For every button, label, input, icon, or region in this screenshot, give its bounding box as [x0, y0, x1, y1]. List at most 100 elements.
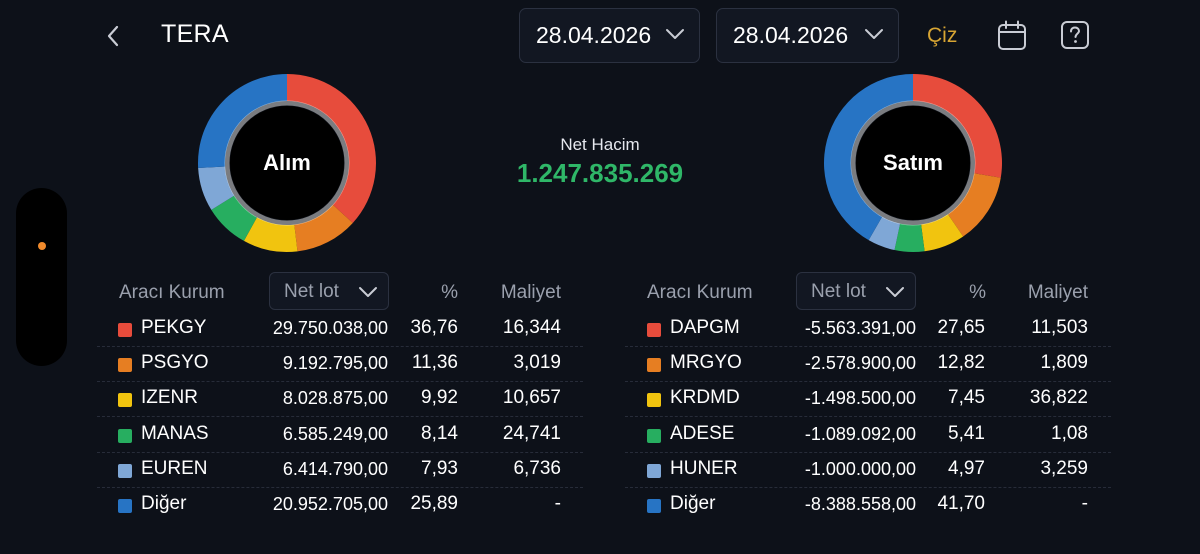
chevron-left-icon[interactable] [100, 22, 128, 50]
end-date-select[interactable]: 28.04.2026 [716, 8, 899, 63]
broker-name: EUREN [141, 457, 208, 479]
cost-value: 10,657 [502, 387, 561, 409]
sell-cost-header: Maliyet [1027, 282, 1088, 303]
color-swatch [118, 463, 132, 478]
sell-donut-slice-2 [921, 214, 964, 252]
net-lot-value: -1.498.500,00 [804, 388, 916, 409]
net-lot-value: -8.388.558,00 [804, 494, 916, 514]
net-lot-value: 6.585.249,00 [282, 423, 388, 444]
row-divider [625, 346, 1111, 347]
net-lot-value: -1.000.000,00 [804, 458, 916, 479]
row-divider [97, 451, 583, 453]
color-swatch [118, 323, 132, 337]
color-swatch [647, 358, 661, 373]
buy-donut-slice-0 [287, 74, 377, 223]
color-swatch [118, 358, 132, 373]
buy-lot-select[interactable]: Net lot [269, 272, 389, 310]
broker-name: HUNER [670, 457, 738, 479]
percent-value: 27,65 [937, 317, 985, 338]
cost-value: - [554, 493, 561, 514]
table-row[interactable]: ADESE -1.089.092,00 5,41 1,08 [647, 420, 1088, 455]
table-row[interactable]: IZENR 8.028.875,00 9,92 10,657 [118, 384, 561, 419]
cost-value: 1,08 [1051, 422, 1088, 444]
buy-broker-header: Aracı Kurum [119, 282, 225, 303]
net-lot-value: -5.563.391,00 [804, 318, 916, 338]
color-swatch [118, 499, 132, 513]
sell-donut-inner-ring [850, 100, 976, 226]
table-row[interactable]: KRDMD -1.498.500,00 7,45 36,822 [647, 384, 1088, 419]
buy-donut-slice-3 [211, 195, 257, 241]
help-icon[interactable] [1060, 20, 1090, 50]
percent-value: 25,89 [410, 493, 458, 514]
row-divider [625, 381, 1111, 383]
buy-donut-label: Alım [263, 150, 311, 175]
sell-donut-chart [824, 74, 1002, 252]
table-row[interactable]: Diğer 20.952.705,00 25,89 - [118, 490, 561, 525]
cost-value: 16,344 [502, 317, 561, 338]
row-divider [97, 486, 583, 488]
table-row[interactable]: Diğer -8.388.558,00 41,70 - [647, 490, 1088, 525]
net-volume-value: 1.247.835.269 [516, 158, 684, 188]
net-lot-value: 29.750.038,00 [272, 318, 388, 338]
start-date-select[interactable]: 28.04.2026 [519, 8, 700, 63]
table-row[interactable]: MRGYO -2.578.900,00 12,82 1,809 [647, 349, 1088, 384]
table-row[interactable]: PSGYO 9.192.795,00 11,36 3,019 [118, 349, 561, 384]
table-row[interactable]: PEKGY 29.750.038,00 36,76 16,344 [118, 314, 561, 349]
broker-name: DAPGM [670, 317, 740, 338]
percent-value: 7,93 [421, 457, 458, 479]
table-row[interactable]: MANAS 6.585.249,00 8,14 24,741 [118, 420, 561, 455]
percent-value: 36,76 [410, 317, 458, 338]
broker-name: Diğer [141, 493, 187, 514]
cost-value: 11,503 [1031, 317, 1088, 338]
net-lot-value: -2.578.900,00 [804, 353, 916, 374]
cost-value: 3,019 [513, 352, 561, 374]
color-swatch [118, 428, 132, 443]
calendar-icon[interactable] [997, 20, 1027, 52]
buy-cost-header: Maliyet [500, 282, 561, 303]
sell-donut-slice-5 [824, 74, 913, 241]
buy-donut-slice-4 [198, 166, 235, 210]
color-swatch [647, 428, 661, 443]
row-divider [97, 416, 583, 418]
buy-donut-inner-ring [224, 100, 350, 226]
side-indicator-dot [38, 242, 46, 250]
broker-name: KRDMD [670, 387, 740, 409]
sell-lot-select[interactable]: Net lot [796, 272, 916, 310]
percent-value: 4,97 [948, 457, 985, 479]
net-volume-label: Net Hacim [560, 135, 640, 154]
buy-donut-slice-2 [243, 217, 298, 252]
cost-value: 36,822 [1029, 387, 1088, 409]
percent-value: 11,36 [411, 352, 458, 374]
broker-name: MRGYO [670, 352, 742, 374]
percent-value: 5,41 [948, 422, 985, 444]
net-lot-value: 20.952.705,00 [272, 494, 388, 514]
table-row[interactable]: HUNER -1.000.000,00 4,97 3,259 [647, 455, 1088, 490]
table-row[interactable]: DAPGM -5.563.391,00 27,65 11,503 [647, 314, 1088, 349]
side-drawer-handle[interactable] [16, 188, 67, 366]
row-divider [625, 416, 1111, 418]
chevron-down-icon [666, 29, 684, 39]
sell-donut-slice-3 [894, 223, 925, 252]
chevron-down-icon [886, 287, 904, 297]
percent-value: 8,14 [421, 422, 458, 444]
color-swatch [647, 393, 661, 408]
start-date-value: 28.04.2026 [536, 22, 652, 48]
sell-donut-slice-4 [868, 216, 901, 251]
buy-donut-chart [198, 74, 377, 252]
percent-value: 12,82 [937, 352, 985, 374]
color-swatch [647, 463, 661, 478]
sell-donut-label: Satım [883, 150, 943, 175]
broker-name: PSGYO [141, 352, 209, 374]
row-divider [97, 381, 583, 383]
sell-percent-header: % [969, 282, 986, 303]
broker-name: Diğer [670, 493, 716, 514]
buy-donut-slice-1 [294, 204, 353, 252]
draw-button[interactable]: Çiz [927, 24, 958, 47]
buy-donut-center [230, 106, 344, 220]
table-row[interactable]: EUREN 6.414.790,00 7,93 6,736 [118, 455, 561, 490]
broker-name: ADESE [670, 422, 735, 444]
cost-value: 24,741 [502, 422, 561, 444]
page-title: TERA [161, 20, 229, 48]
chevron-down-icon [359, 287, 377, 297]
buy-donut-slice-5 [198, 74, 287, 168]
